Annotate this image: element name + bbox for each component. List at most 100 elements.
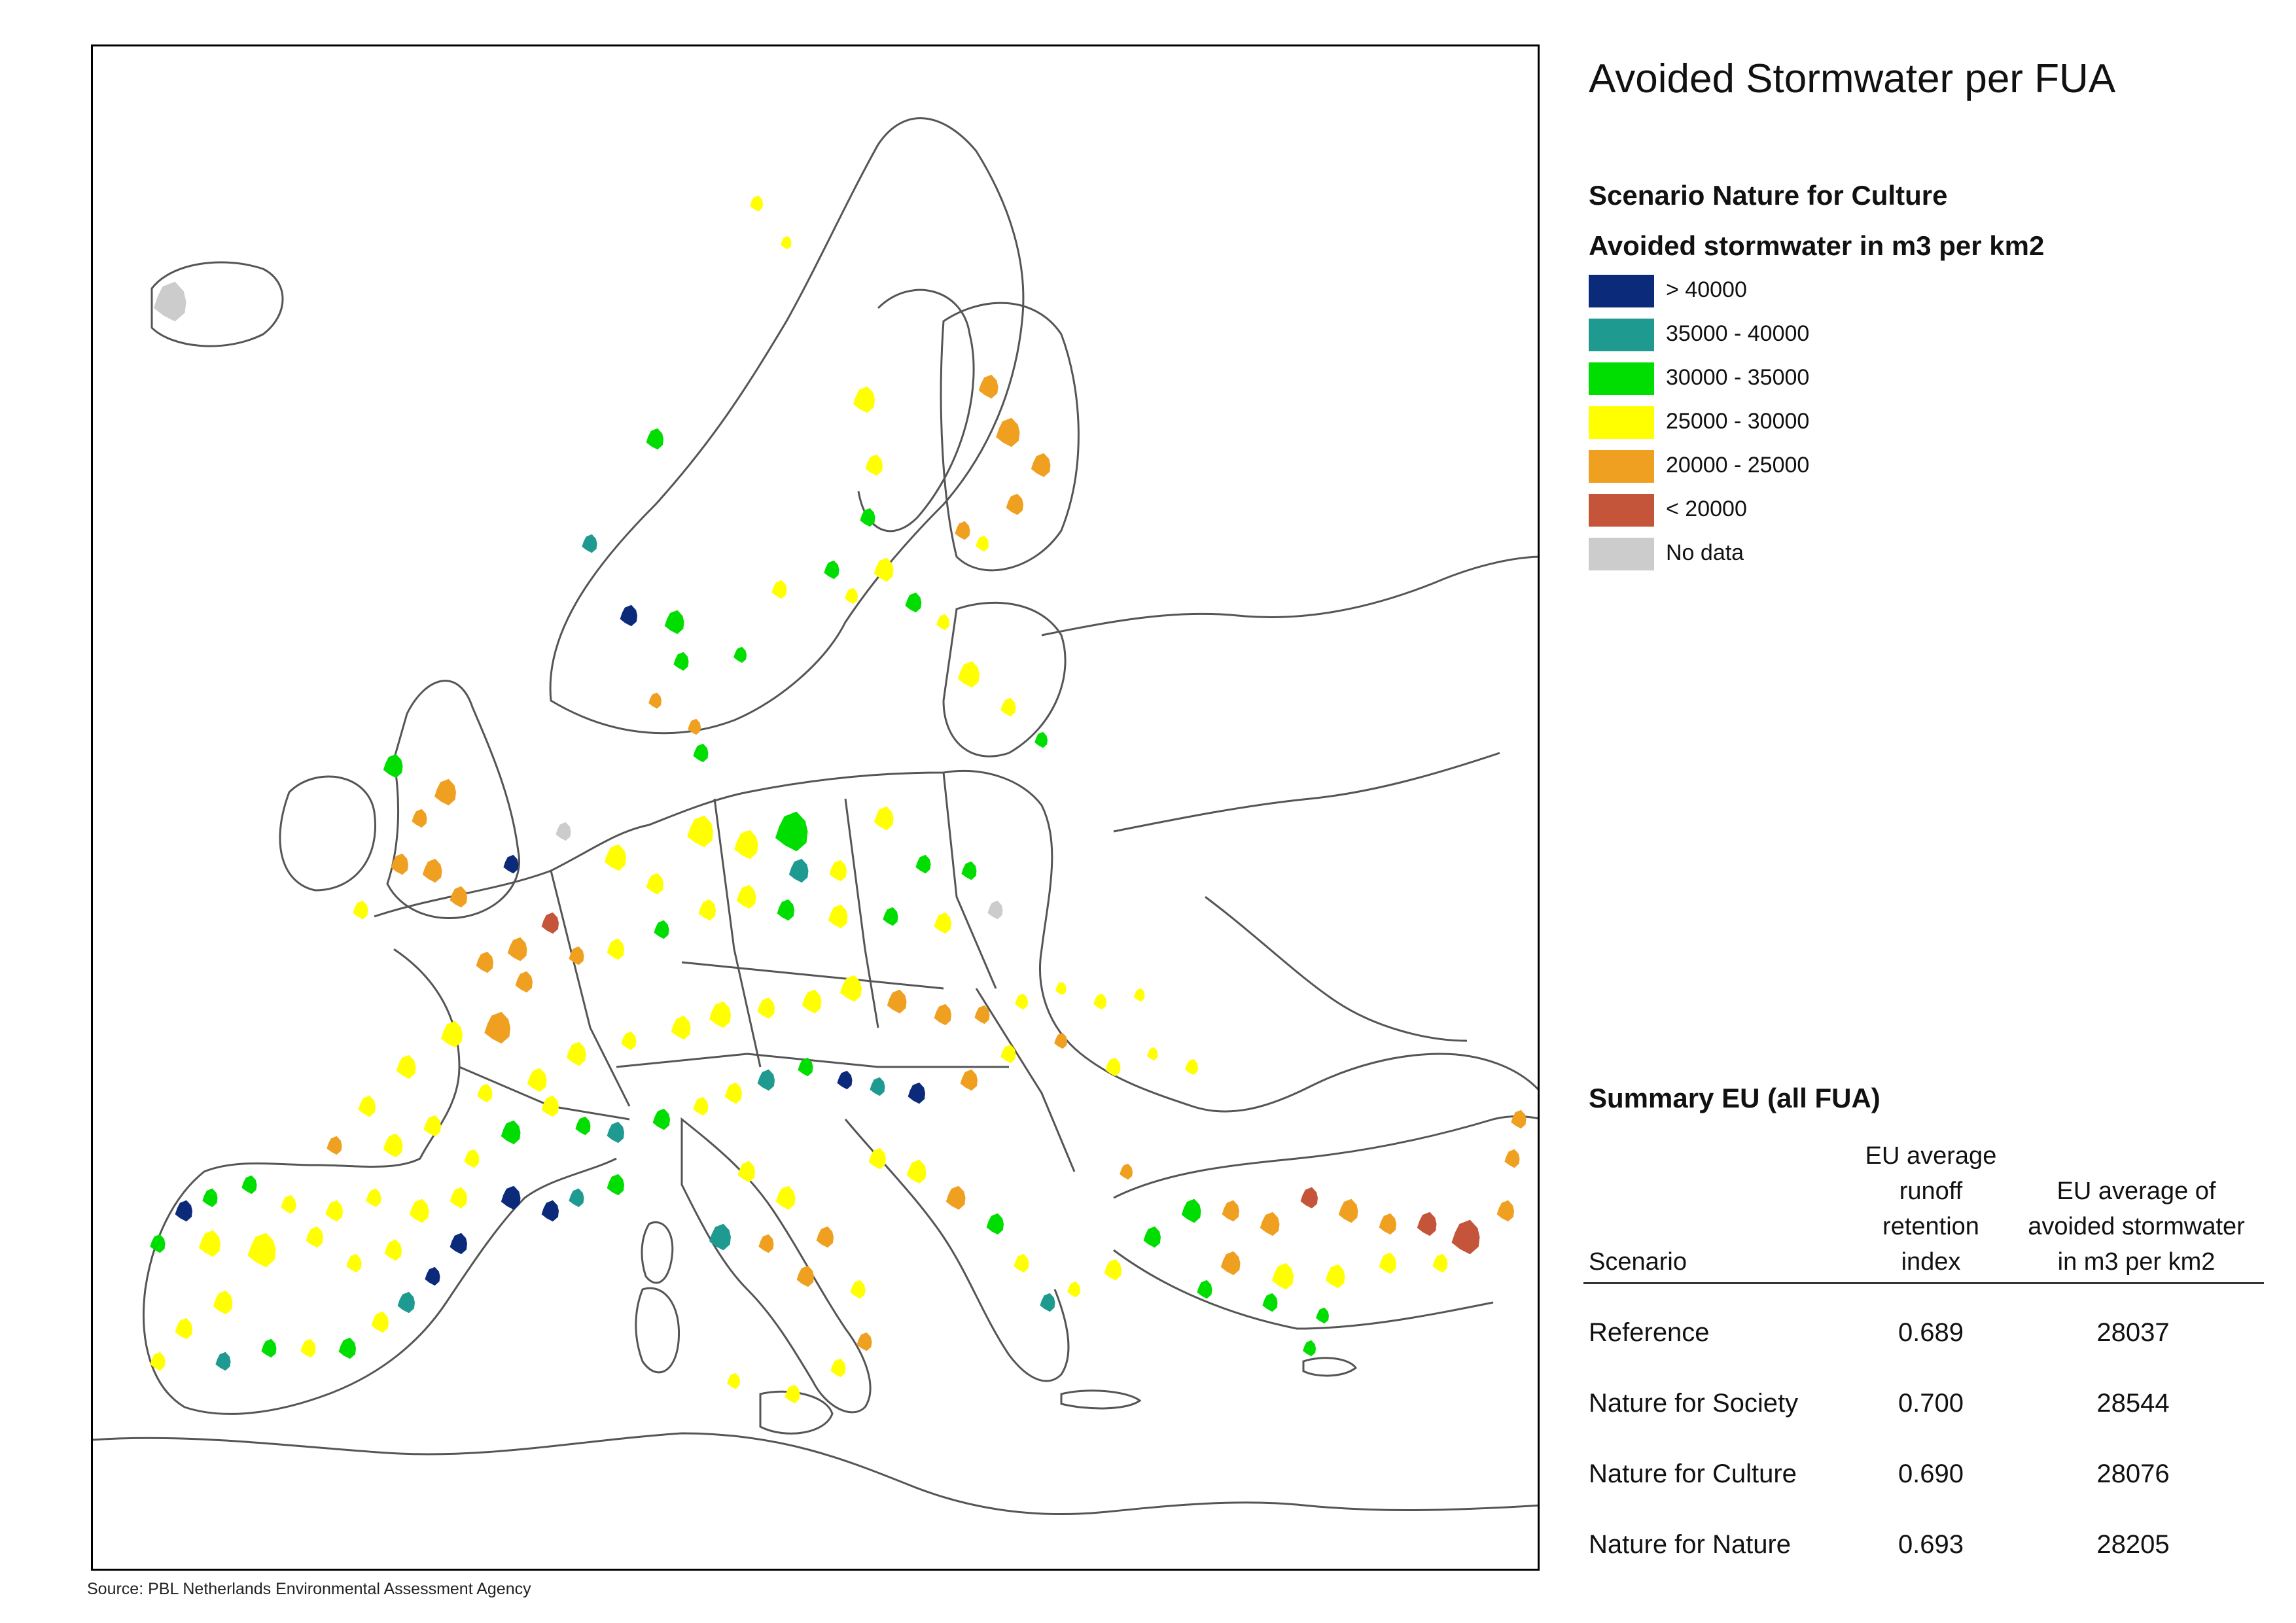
legend-swatch xyxy=(1589,450,1654,483)
fua-region xyxy=(1326,1265,1345,1289)
fua-region xyxy=(1432,1254,1447,1272)
fua-region xyxy=(887,990,907,1014)
fua-region xyxy=(1055,982,1067,995)
fua-region xyxy=(1015,994,1028,1009)
fua-region xyxy=(866,455,883,476)
summary-row-scenario: Nature for Culture xyxy=(1589,1459,1797,1489)
fua-region xyxy=(464,1149,479,1168)
fua-region xyxy=(869,1148,886,1169)
fua-region xyxy=(789,859,809,883)
summary-row-scenario: Reference xyxy=(1589,1318,1710,1348)
fua-region xyxy=(281,1195,296,1213)
fua-region xyxy=(607,1122,624,1143)
fua-region xyxy=(582,534,597,553)
fua-region xyxy=(1054,1033,1067,1049)
fua-region xyxy=(1272,1263,1294,1290)
fua-region xyxy=(1147,1047,1158,1060)
fua-region xyxy=(830,1359,845,1377)
fua-region xyxy=(154,282,186,322)
fua-region xyxy=(385,1240,402,1261)
fua-region xyxy=(987,1213,1004,1234)
fua-region xyxy=(955,521,970,540)
legend-label: 30000 - 35000 xyxy=(1666,365,1809,391)
fua-region xyxy=(425,1267,440,1285)
fua-region xyxy=(699,899,716,920)
fua-region xyxy=(556,822,571,841)
fua-region xyxy=(1379,1253,1396,1274)
fua-region xyxy=(1006,494,1023,515)
fua-region xyxy=(758,1070,775,1091)
fua-region xyxy=(542,913,559,934)
fua-region xyxy=(1339,1199,1358,1223)
fua-region xyxy=(1014,1254,1029,1272)
fua-region xyxy=(915,855,930,873)
fua-region xyxy=(976,536,989,551)
fua-region xyxy=(527,1068,547,1092)
fua-region xyxy=(1452,1220,1480,1255)
fua-region xyxy=(327,1136,342,1155)
fua-region xyxy=(423,859,442,883)
fua-region xyxy=(1105,1058,1120,1076)
fua-region xyxy=(476,952,493,973)
fua-region xyxy=(1379,1213,1396,1234)
summary-row-value: 28076 xyxy=(2074,1459,2192,1489)
fua-region xyxy=(934,913,951,934)
legend-item: 20000 - 25000 xyxy=(1589,450,2178,483)
fua-region xyxy=(501,1121,521,1145)
fua-region xyxy=(1040,1293,1055,1312)
fua-region xyxy=(383,1134,403,1158)
summary-row-index: 0.693 xyxy=(1875,1530,1987,1560)
legend-label: 20000 - 25000 xyxy=(1666,453,1809,478)
summary-row-value: 28544 xyxy=(2074,1389,2192,1418)
fua-region xyxy=(542,1096,559,1117)
fua-region xyxy=(693,1097,708,1115)
legend-label: No data xyxy=(1666,540,1744,566)
fua-region xyxy=(653,1109,670,1130)
fua-region xyxy=(837,1071,852,1089)
fua-region xyxy=(1182,1199,1201,1223)
fua-region xyxy=(1185,1059,1198,1075)
fua-region xyxy=(830,860,847,881)
fua-region xyxy=(398,1292,415,1313)
fua-region xyxy=(607,939,624,960)
fua-region xyxy=(569,1189,584,1207)
fua-region xyxy=(646,428,663,449)
fua-region xyxy=(213,1291,233,1315)
fua-region xyxy=(1262,1293,1277,1312)
legend-label: 25000 - 30000 xyxy=(1666,409,1809,434)
fua-region xyxy=(575,1117,590,1135)
fua-region xyxy=(828,905,848,929)
fua-region xyxy=(771,580,786,599)
fua-region xyxy=(817,1227,834,1248)
fua-region xyxy=(1031,453,1051,478)
map-title: Avoided Stormwater per FUA xyxy=(1589,56,2115,102)
legend-title: Avoided stormwater in m3 per km2 xyxy=(1589,230,2044,262)
legend-swatch xyxy=(1589,538,1654,570)
fua-region xyxy=(621,1032,636,1050)
fua-region xyxy=(450,1187,467,1208)
fua-region xyxy=(1034,732,1048,748)
summary-row-index: 0.700 xyxy=(1875,1389,1987,1418)
fua-region xyxy=(709,1002,731,1028)
fua-region xyxy=(202,1189,217,1207)
fua-region xyxy=(1120,1164,1133,1179)
fua-region xyxy=(665,610,684,635)
legend-label: > 40000 xyxy=(1666,277,1747,303)
summary-header-value: EU average of avoided stormwater in m3 p… xyxy=(2015,1174,2257,1280)
legend-label: 35000 - 40000 xyxy=(1666,321,1809,347)
fua-region xyxy=(150,1234,165,1253)
summary-divider xyxy=(1583,1282,2264,1284)
fua-region xyxy=(441,1021,463,1048)
fua-region xyxy=(450,886,467,907)
fua-region xyxy=(824,561,839,579)
legend-item: 30000 - 35000 xyxy=(1589,362,2178,395)
fua-region xyxy=(671,1016,691,1040)
fua-region xyxy=(979,375,998,399)
fua-region xyxy=(725,1083,742,1104)
fua-region xyxy=(737,885,756,909)
fua-region xyxy=(503,855,518,873)
fua-region xyxy=(727,1373,740,1389)
fua-region xyxy=(1144,1227,1161,1248)
fua-region xyxy=(738,1161,755,1182)
fua-region xyxy=(733,647,747,663)
